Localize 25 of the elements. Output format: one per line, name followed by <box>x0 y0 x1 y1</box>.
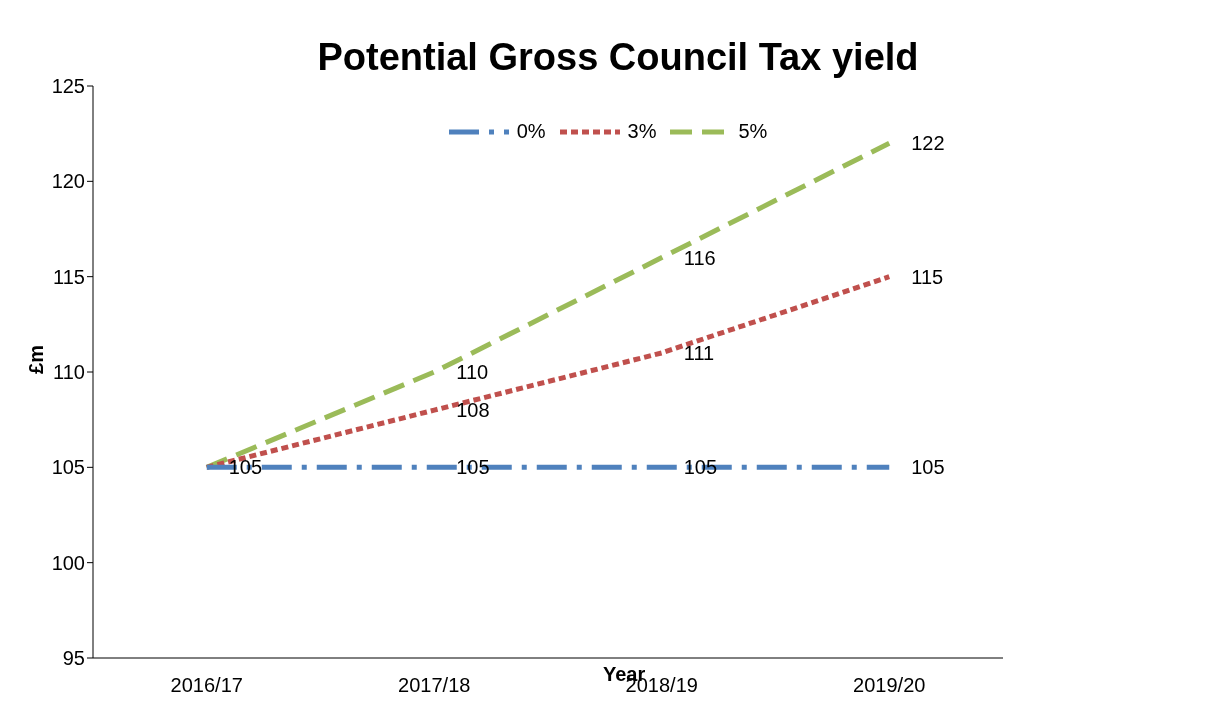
data-label: 105 <box>911 456 945 479</box>
data-label: 111 <box>683 342 715 365</box>
data-label: 105 <box>456 456 490 479</box>
y-tick-label: 110 <box>53 361 85 384</box>
legend-label: 3% <box>626 120 657 143</box>
data-label: 116 <box>683 246 716 269</box>
y-axis-title: £m <box>24 345 48 374</box>
x-tick-label: 2019/20 <box>853 674 926 697</box>
x-tick-label: 2017/18 <box>398 674 471 697</box>
y-tick-label: 120 <box>51 170 85 193</box>
data-label: 110 <box>456 361 489 384</box>
y-tick-label: 115 <box>53 265 85 288</box>
data-label: 108 <box>456 399 490 422</box>
data-label: 115 <box>911 265 944 288</box>
y-tick-label: 100 <box>51 551 85 574</box>
chart-title: Potential Gross Council Tax yield <box>317 36 919 78</box>
x-tick-label: 2016/17 <box>170 674 243 697</box>
data-label: 105 <box>228 456 263 479</box>
y-tick-label: 125 <box>51 75 85 98</box>
data-label: 122 <box>911 132 945 155</box>
legend-label: 0% <box>515 120 546 143</box>
y-tick-label: 105 <box>51 456 85 479</box>
data-label: 105 <box>683 456 718 479</box>
legend-label: 5% <box>737 120 768 143</box>
y-tick-label: 95 <box>62 647 85 670</box>
